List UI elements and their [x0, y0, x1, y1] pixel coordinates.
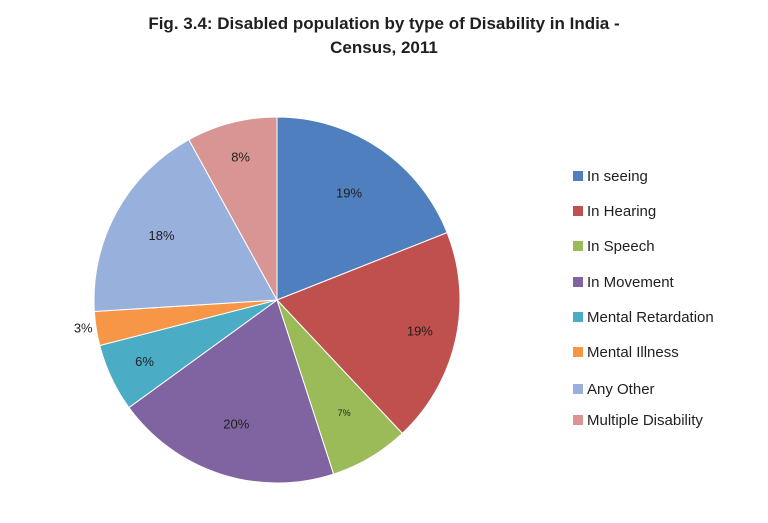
pie-value-labels: 19% 19% 7% 20% 6% 3% 18% 8%	[74, 150, 433, 432]
chart-title-line-1: Fig. 3.4: Disabled population by type of…	[148, 14, 620, 33]
pie-value-label-in-seeing: 19%	[336, 185, 362, 200]
legend-item-any-other: Any Other	[573, 379, 655, 399]
legend-swatch	[573, 171, 583, 181]
legend-item-in-hearing: In Hearing	[573, 201, 656, 221]
legend-label: In seeing	[587, 167, 648, 185]
legend-label: Mental Illness	[587, 343, 679, 361]
pie-value-label-mental-retardation: 6%	[135, 354, 154, 369]
legend-item-in-seeing: In seeing	[573, 166, 648, 186]
pie-value-label-in-movement: 20%	[223, 417, 249, 432]
legend-item-multiple-disability: Multiple Disability	[573, 410, 703, 430]
legend-label: Mental Retardation	[587, 308, 714, 326]
pie-value-label-in-hearing: 19%	[407, 323, 433, 338]
pie-slice-in-seeing	[276, 116, 448, 301]
pie-value-label-any-other: 18%	[149, 228, 175, 243]
pie-slice-in-movement	[128, 299, 335, 484]
pie-slice-multiple-disability	[188, 116, 278, 301]
legend-label: In Hearing	[587, 202, 657, 220]
legend-label: In Movement	[587, 273, 674, 291]
pie-slice-in-hearing	[276, 231, 461, 435]
pie-value-label-in-speech: 7%	[338, 408, 351, 418]
chart-title: Fig. 3.4: Disabled population by type of…	[0, 12, 768, 60]
pie-slice-any-other	[93, 138, 278, 313]
legend-swatch	[573, 206, 583, 216]
legend-item-in-movement: In Movement	[573, 272, 674, 292]
legend-label: Multiple Disability	[587, 411, 703, 429]
legend-swatch	[573, 312, 583, 322]
legend-swatch	[573, 277, 583, 287]
pie-value-label-multiple-disability: 8%	[231, 150, 250, 165]
legend-swatch	[573, 241, 583, 251]
legend-item-mental-illness: Mental Illness	[573, 342, 679, 362]
legend-swatch	[573, 415, 583, 425]
pie-slices	[93, 116, 461, 484]
legend-item-in-speech: In Speech	[573, 236, 655, 256]
legend-swatch	[573, 347, 583, 357]
legend-swatch	[573, 384, 583, 394]
legend-item-mental-retardation: Mental Retardation	[573, 307, 714, 327]
legend-label: In Speech	[587, 237, 655, 255]
chart-title-line-2: Census, 2011	[330, 38, 438, 57]
legend-label: Any Other	[587, 380, 655, 398]
pie-value-label-mental-illness: 3%	[74, 321, 93, 336]
